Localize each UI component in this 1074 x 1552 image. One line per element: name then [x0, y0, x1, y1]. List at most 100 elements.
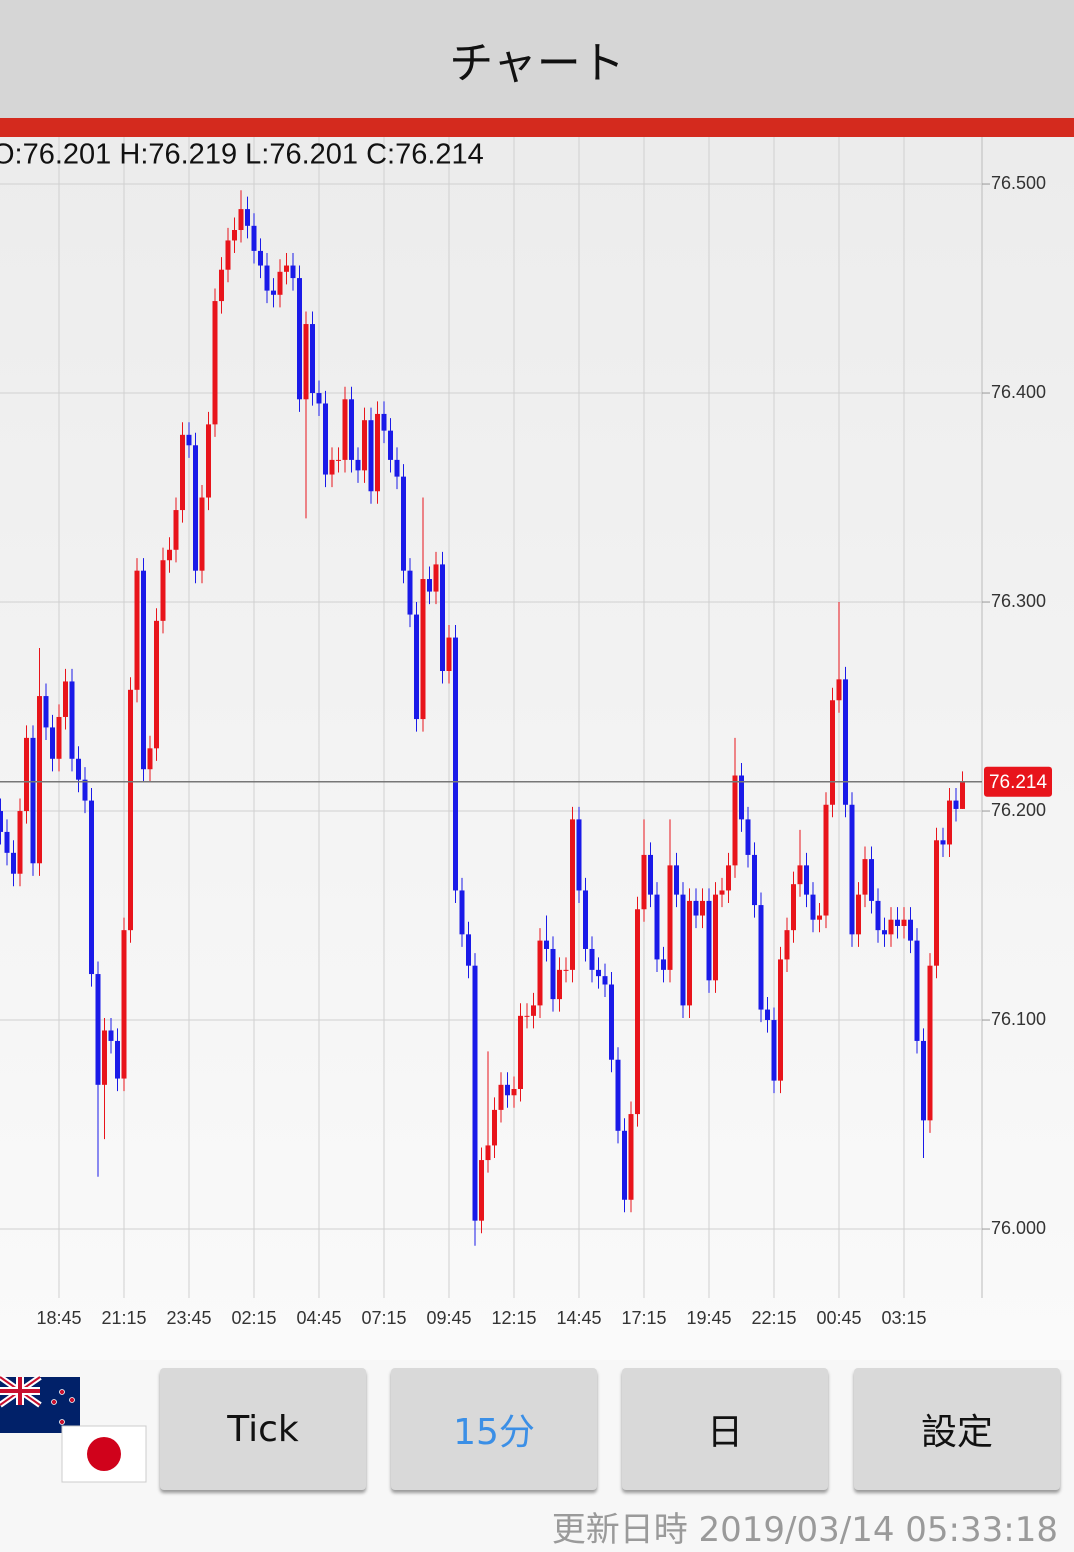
candle-body	[849, 804, 855, 935]
candle-body	[635, 909, 640, 1115]
candle-body	[583, 890, 588, 949]
timeframe-button[interactable]: Tick	[160, 1368, 366, 1490]
candle-body	[472, 965, 478, 1221]
x-tick-label: 22:15	[751, 1308, 796, 1328]
last-price-label: 76.214	[989, 772, 1048, 793]
y-tick-label: 76.200	[991, 800, 1046, 820]
candle-body	[212, 301, 218, 425]
candle-body	[687, 900, 692, 1006]
candle-body	[414, 614, 419, 720]
candle-body	[362, 420, 367, 471]
candle-body	[752, 854, 757, 906]
candle-body	[953, 800, 959, 809]
candle-body	[329, 459, 335, 475]
x-tick-label: 04:45	[296, 1308, 341, 1328]
candle-body	[888, 919, 894, 935]
timeframe-button[interactable]: 設定	[854, 1368, 1060, 1490]
candle-body	[745, 819, 751, 855]
candle-body	[43, 696, 49, 728]
candle-body	[4, 831, 10, 853]
candle-body	[498, 1084, 504, 1110]
candle-body	[95, 974, 101, 1085]
candle-body	[797, 865, 803, 885]
candle-body	[290, 265, 296, 279]
candle-body	[544, 940, 549, 949]
candle-body	[401, 476, 406, 571]
x-tick-label: 19:45	[686, 1308, 731, 1328]
candle-body	[719, 890, 725, 895]
currency-flags[interactable]	[0, 1372, 160, 1492]
candle-body	[960, 781, 965, 809]
candle-body	[563, 969, 569, 971]
timeframe-button[interactable]: 日	[622, 1368, 828, 1490]
candle-body	[791, 884, 796, 931]
update-timestamp: 2019/03/14 05:33:18	[698, 1510, 1058, 1550]
candle-body	[843, 679, 848, 805]
candle-body	[297, 278, 302, 400]
candle-body	[947, 800, 952, 845]
candle-body	[758, 905, 764, 1010]
candle-body	[264, 265, 270, 291]
candle-body	[446, 637, 452, 671]
candle-body	[284, 265, 289, 272]
candle-body	[121, 930, 127, 1079]
candle-body	[245, 209, 250, 226]
x-tick-label: 07:15	[361, 1308, 406, 1328]
candle-body	[453, 637, 458, 891]
candle-body	[680, 894, 686, 1006]
candle-body	[869, 859, 874, 901]
candle-body	[518, 1015, 523, 1089]
x-tick-label: 17:15	[621, 1308, 666, 1328]
y-tick-label: 76.100	[991, 1009, 1046, 1029]
candle-body	[147, 748, 153, 770]
candle-body	[349, 399, 354, 460]
candle-body	[355, 459, 361, 471]
candle-body	[654, 894, 660, 960]
candle-body	[557, 969, 562, 1000]
candle-body	[420, 579, 426, 720]
candle-body	[531, 1005, 536, 1016]
candle-body	[232, 230, 237, 241]
candle-body	[927, 965, 933, 1121]
candle-body	[589, 948, 595, 970]
candle-body	[596, 969, 601, 977]
candle-body	[771, 1020, 777, 1081]
update-time: 更新日時 2019/03/14 05:33:18	[552, 1502, 1058, 1551]
candle-body	[407, 570, 413, 615]
candle-body	[115, 1040, 120, 1079]
x-tick-label: 23:45	[166, 1308, 211, 1328]
x-tick-label: 02:15	[231, 1308, 276, 1328]
candle-body	[706, 900, 712, 981]
y-tick-label: 76.400	[991, 382, 1046, 402]
candle-body	[823, 804, 829, 916]
candle-body	[550, 948, 556, 1000]
candle-body	[50, 727, 55, 759]
candle-body	[804, 865, 809, 895]
update-label: 更新日時	[551, 1510, 688, 1550]
candle-body	[17, 811, 23, 874]
candle-body	[186, 434, 192, 446]
candle-body	[173, 510, 179, 550]
candle-body	[76, 758, 81, 780]
candle-body	[89, 800, 94, 975]
candle-body	[882, 930, 887, 935]
candle-body	[901, 919, 907, 926]
ohlc-header: O:76.201 H:76.219 L:76.201 C:76.214	[0, 139, 484, 171]
candle-body	[193, 445, 198, 571]
candle-body	[63, 681, 68, 717]
candle-body	[219, 269, 224, 302]
candle-body	[602, 976, 608, 985]
candle-body	[394, 459, 400, 477]
candle-body	[225, 240, 231, 270]
candle-body	[934, 840, 939, 966]
x-tick-label: 03:15	[881, 1308, 926, 1328]
candle-body	[615, 1059, 621, 1131]
candle-body	[739, 775, 744, 820]
candle-body	[303, 324, 309, 400]
candle-body	[56, 716, 62, 759]
candle-body	[479, 1160, 484, 1221]
timeframe-button[interactable]: 15分	[391, 1368, 597, 1490]
candle-body	[492, 1109, 497, 1146]
candle-body	[778, 959, 783, 1081]
candle-body	[466, 934, 471, 966]
